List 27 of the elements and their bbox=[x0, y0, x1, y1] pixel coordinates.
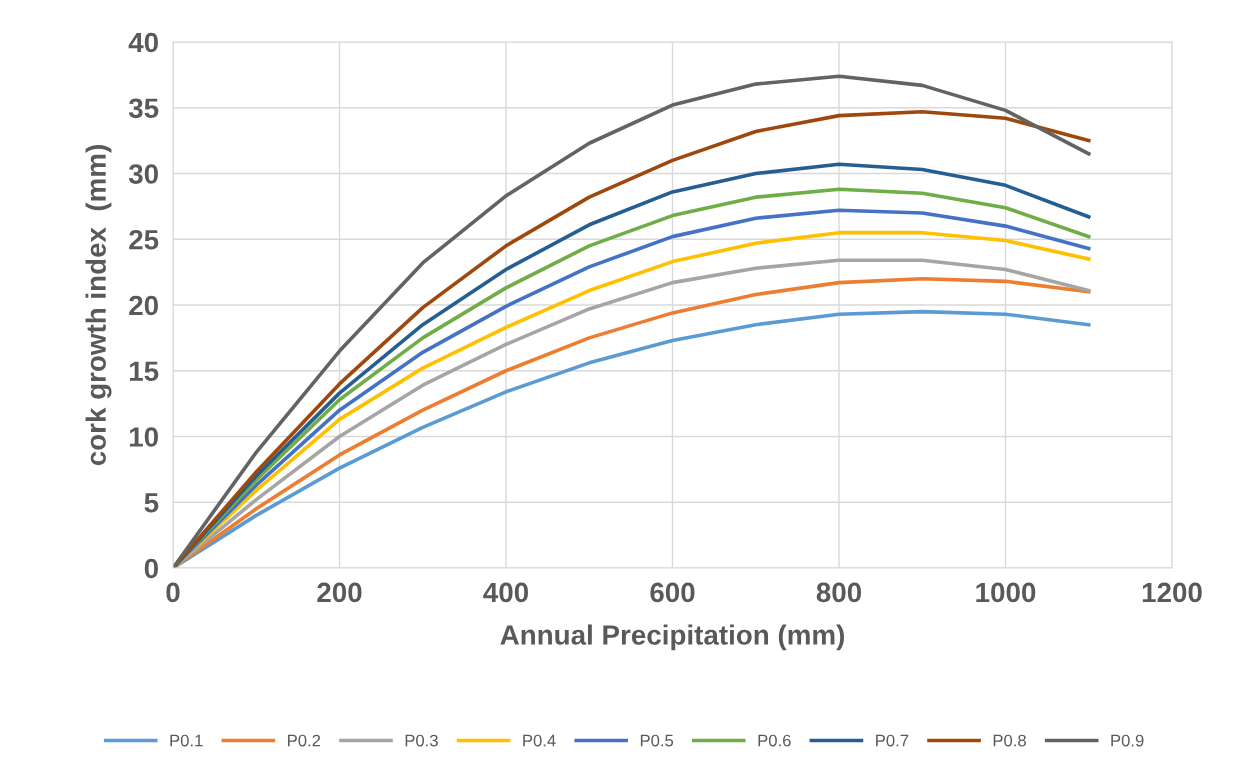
x-tick-label: 600 bbox=[650, 582, 695, 603]
x-tick-label: 800 bbox=[816, 582, 862, 603]
x-tick-label: 200 bbox=[317, 582, 362, 603]
x-axis-title: Annual Precipitation (mm) bbox=[500, 624, 844, 651]
legend-label: P0.3 bbox=[405, 734, 438, 747]
legend-label: P0.5 bbox=[640, 734, 674, 747]
legend-label: P0.4 bbox=[523, 734, 556, 747]
y-tick-label: 5 bbox=[144, 493, 159, 513]
legend-label: P0.2 bbox=[288, 734, 321, 747]
y-axis-title: cork growth index (mm) bbox=[85, 145, 112, 466]
y-tick-label: 10 bbox=[129, 427, 158, 447]
legend-label: P0.1 bbox=[170, 734, 203, 747]
y-tick-label: 30 bbox=[128, 164, 158, 184]
legend-label: P0.6 bbox=[758, 734, 791, 747]
legend-label: P0.7 bbox=[876, 734, 909, 747]
legend-label: P0.9 bbox=[1111, 734, 1144, 747]
x-tick-label: 400 bbox=[483, 582, 529, 603]
y-tick-label: 15 bbox=[129, 361, 159, 382]
y-tick-label: 25 bbox=[129, 229, 159, 250]
y-tick-label: 40 bbox=[128, 32, 158, 53]
x-tick-label: 0 bbox=[166, 582, 180, 603]
x-tick-label: 1000 bbox=[976, 582, 1036, 603]
y-tick-label: 35 bbox=[128, 98, 159, 119]
y-tick-label: 0 bbox=[144, 558, 158, 579]
legend-label: P0.8 bbox=[993, 734, 1026, 747]
x-tick-label: 1200 bbox=[1142, 582, 1202, 603]
y-tick-label: 20 bbox=[129, 295, 158, 316]
